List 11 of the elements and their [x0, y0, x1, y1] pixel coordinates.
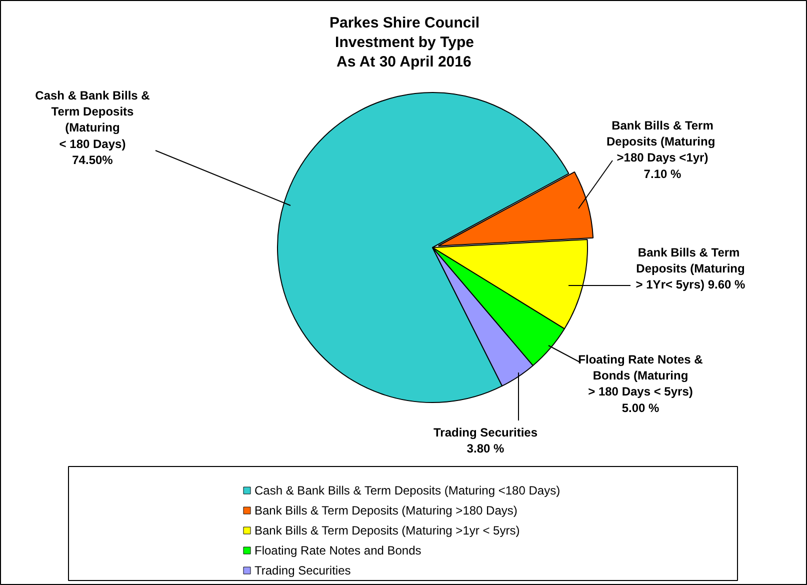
legend-label: Bank Bills & Term Deposits (Maturing >180 Days) [254, 504, 518, 518]
data-label: Floating Rate Notes & Bonds (Maturing > 180 Days < 5yrs) 5.00 % [578, 352, 704, 415]
data-label: Trading Securities 3.80 % [433, 426, 538, 456]
legend-label: Trading Securities [254, 564, 351, 578]
legend-label: Bank Bills & Term Deposits (Maturing >1yr < 5yrs) [254, 524, 520, 538]
data-label: Bank Bills & Term Deposits (Maturing >180 Days <1yr) 7.10 % [606, 118, 716, 181]
legend-label: Floating Rate Notes and Bonds [254, 544, 422, 558]
legend-label: Cash & Bank Bills & Term Deposits (Maturing <180 Days) [254, 484, 560, 498]
data-label: Bank Bills & Term Deposits (Maturing > 1Yr< 5yrs) 9.60 % [636, 246, 746, 292]
data-label: Cash & Bank Bills & Term Deposits (Maturing < 180 Days) 74.50% [35, 88, 150, 167]
chart-title: Parkes Shire Council Investment by Type As At 30 April 2016 [329, 14, 480, 71]
